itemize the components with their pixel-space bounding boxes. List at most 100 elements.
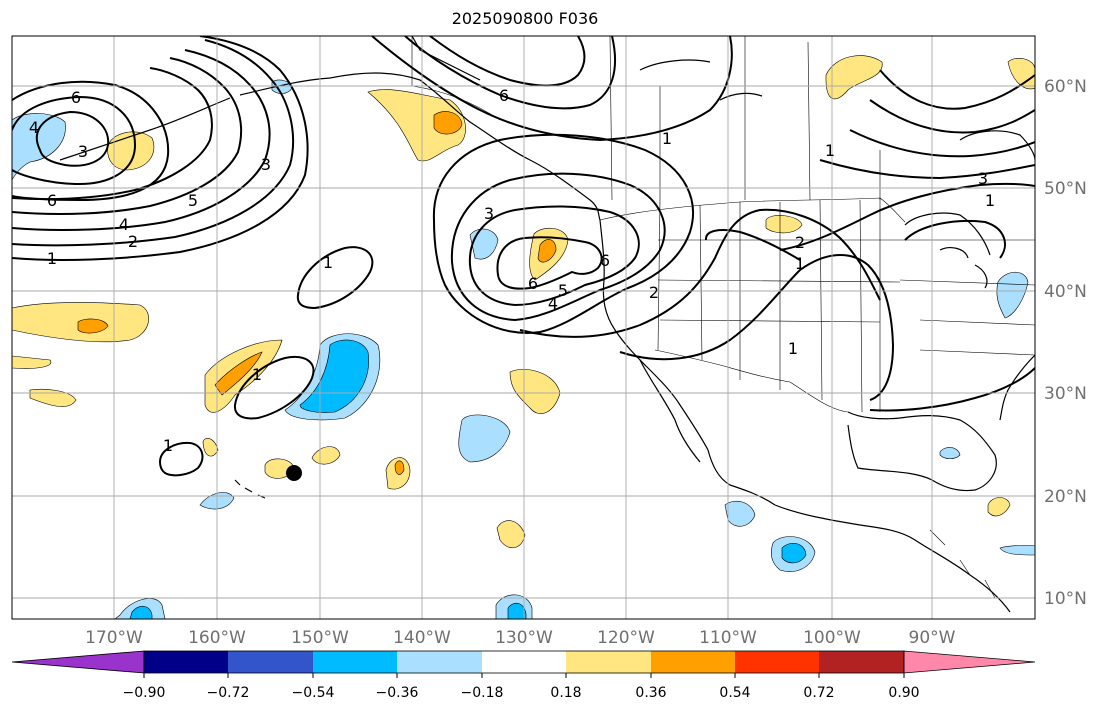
positive-anomaly-hawaii-west [202,437,219,457]
contour-label: 1 [662,129,672,148]
contour-bering-3 [35,110,110,167]
contour-ne-2 [779,182,1035,251]
contour-label: 1 [795,254,805,273]
shaded-anomaly-fields [12,55,1035,619]
colorbar-swatch [313,651,397,673]
colorbar-swatch [566,651,651,673]
contour-wp-5 [12,57,243,215]
negative-anomaly-mid [458,414,511,463]
contour-label: 2 [649,283,659,302]
positive-anomaly-south-core [394,460,405,475]
contour-label: 3 [484,204,494,223]
negative-anomaly-gulf [939,447,961,460]
positive-anomaly-mid-east [509,369,561,414]
longitude-label: 150°W [291,628,349,648]
contour-closed-1b [233,356,315,420]
contour-label: 6 [47,191,57,210]
great-lakes [904,212,991,289]
negative-anomaly-southwest-core [129,606,153,619]
latitude-label: 10°N [1044,589,1087,609]
colorbar-tick-label: −0.36 [376,685,419,701]
colorbar-tick-label: −0.72 [207,685,250,701]
baja-peninsula [639,359,701,463]
contour-label: 1 [825,141,835,160]
longitude-axis: 170°W 160°W 150°W 140°W 130°W 120°W 110°… [85,628,956,648]
colorbar-swatch [735,651,819,673]
positive-anomaly-plains [765,215,803,234]
latitude-label: 20°N [1044,487,1087,507]
contour-labels: 6 3 4 6 5 4 2 1 3 1 6 1 3 6 5 4 6 2 2 1 … [29,86,995,455]
longitude-label: 120°W [597,628,655,648]
contour-ne-3 [819,159,1035,180]
mexico-coast [774,504,1011,613]
contour-label: 6 [499,86,509,105]
colorbar-swatch [482,651,566,673]
plot-frame [11,35,1036,620]
positive-anomaly-baja-south [496,520,526,548]
positive-anomaly-offshore-core [537,239,557,263]
colorbar-swatch [397,651,482,673]
contour-label: 2 [795,233,805,252]
negative-anomaly-mexico-core [781,542,807,564]
negative-anomaly-baja [724,500,756,527]
alaska-coast [239,72,601,221]
contour-label: 1 [252,365,262,384]
coastlines [59,36,1035,613]
positive-anomaly-canada [825,55,883,100]
colorbar-tick-label: −0.90 [123,685,166,701]
colorbar-extend-max [903,650,1036,674]
contour-label: 5 [558,281,568,300]
colorbar-tick-label: 0.90 [888,685,919,701]
contour-label: 3 [78,142,88,161]
positive-anomaly-gulf-alaska [367,89,466,162]
contour-label: 5 [188,191,198,210]
us-west-coast [599,219,776,506]
contour-pnw-3 [432,133,694,334]
east-coast [999,354,1035,421]
colorbar-frame [143,650,905,674]
contour-label: 3 [978,169,988,188]
positive-anomaly-small-b [29,389,77,407]
us-canada-border [599,197,906,223]
longitude-label: 130°W [495,628,553,648]
longitude-label: 90°W [909,628,956,648]
contour-label: 6 [528,274,538,293]
longitude-label: 110°W [699,628,757,648]
contour-goa-3 [429,36,586,87]
negative-anomaly-central-core [299,339,369,413]
colorbar-tick-label: −0.18 [461,685,504,701]
contour-label: 1 [788,339,798,358]
longitude-label: 170°W [85,628,143,648]
contour-pnw-2 [519,208,881,338]
grid-lines [12,36,1035,619]
contour-ne-4 [849,129,1035,158]
contour-closed-1c [158,441,204,477]
contour-ne-5 [869,99,1035,134]
contour-label: 1 [163,436,173,455]
contour-goa-2 [404,36,616,110]
hudson-area [959,130,1035,161]
contour-wp-2 [12,39,294,247]
latitude-label: 50°N [1044,179,1087,199]
colorbar-tick-label: 0.54 [719,685,750,701]
colorbar-ticks [143,673,905,678]
gulf-coast [847,411,997,492]
contour-label: 3 [261,155,271,174]
positive-anomaly-ne [1007,57,1035,90]
contour-wp-4 [12,49,271,231]
positive-anomaly-carib [987,497,1011,517]
plot-area [12,36,1035,619]
state-lines [657,198,1035,413]
colorbar-swatch [228,651,313,673]
colorbar-tick-label: 0.18 [550,685,581,701]
positive-anomaly-aleutian [107,131,155,171]
hawaii-islands [234,479,266,499]
colorbar-tick-label: 0.36 [635,685,666,701]
colorbar-swatch [819,651,904,673]
contour-plains-1 [705,229,801,261]
contour-label: 4 [29,118,39,137]
contour-label: 4 [119,215,129,234]
positive-anomaly-central-core [214,351,263,396]
central-america-borders [929,529,996,599]
